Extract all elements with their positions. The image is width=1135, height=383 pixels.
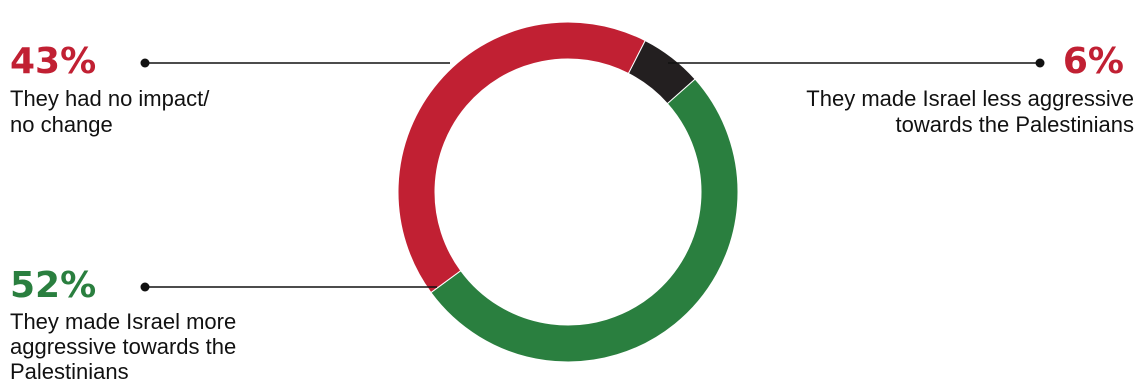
slice-caption-52-line-1: They made Israel more (10, 309, 236, 334)
slice-percent-6: 6% (1063, 41, 1124, 82)
slice-caption-52-line-2: aggressive towards the (10, 334, 236, 359)
slice-label-52: 52% They made Israel more aggressive tow… (10, 265, 236, 383)
donut-slice-43 (397, 21, 646, 294)
slice-caption-6-line-1: They made Israel less aggressive (806, 86, 1134, 111)
slice-percent-52: 52% (10, 265, 96, 306)
slice-percent-43: 43% (10, 41, 96, 82)
slice-label-6: 6% They made Israel less aggressive towa… (806, 41, 1134, 137)
leader-lines (140, 58, 1045, 292)
slice-caption-6-line-2: towards the Palestinians (896, 112, 1134, 137)
slice-caption-52-line-3: Palestinians (10, 359, 129, 383)
leader-dot-6 (1035, 58, 1045, 68)
slice-label-43: 43% They had no impact/ no change (10, 41, 210, 137)
donut-slice-52 (430, 78, 739, 363)
leader-dot-43 (140, 58, 150, 68)
slice-caption-43-line-2: no change (10, 112, 113, 137)
leader-dot-52 (140, 282, 150, 292)
slice-caption-43-line-1: They had no impact/ (10, 86, 210, 111)
donut-slices (397, 21, 739, 363)
